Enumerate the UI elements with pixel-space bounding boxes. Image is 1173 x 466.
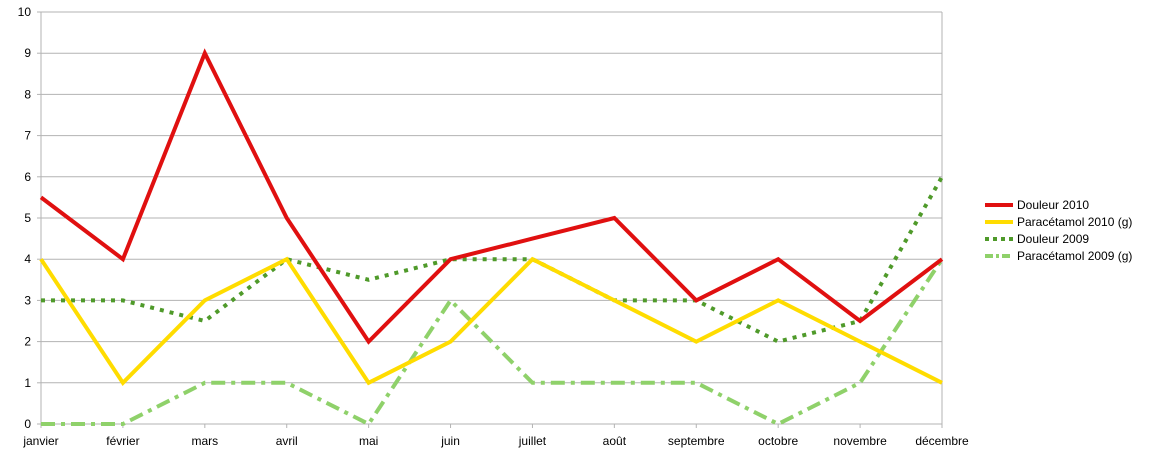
y-tick-label: 8 (24, 87, 31, 101)
x-tick-label: novembre (833, 434, 887, 448)
y-tick-labels: 0 1 2 3 4 5 6 7 8 9 10 (18, 5, 32, 431)
series-line (39, 48, 944, 345)
legend: Douleur 2010 Paracétamol 2010 (g) Douleur … (985, 198, 1132, 263)
y-tick-label: 4 (24, 252, 31, 266)
y-tick-label: 3 (24, 293, 31, 307)
x-tick-label: septembre (668, 434, 725, 448)
series-line (41, 175, 944, 344)
x-tick-label: août (603, 434, 627, 448)
y-tick-label: 9 (24, 46, 31, 60)
y-tick-label: 2 (24, 335, 31, 349)
y-tick-label: 1 (24, 376, 31, 390)
x-tick-label: mars (191, 434, 218, 448)
x-tick-label: octobre (758, 434, 798, 448)
y-tick-label: 10 (18, 5, 32, 19)
y-tick-label: 0 (24, 417, 31, 431)
x-tick-label: juin (440, 434, 460, 448)
x-tick-label: mai (359, 434, 378, 448)
legend-label: Douleur 2010 (1017, 198, 1089, 212)
legend-label: Paracétamol 2010 (g) (1017, 215, 1132, 229)
x-tick-label: février (106, 434, 139, 448)
x-tick-label: décembre (915, 434, 969, 448)
legend-label: Paracétamol 2009 (g) (1017, 249, 1132, 263)
x-tick-label: janvier (22, 434, 58, 448)
y-tick-label: 7 (24, 129, 31, 143)
x-tick-labels: janvier février mars avril mai juin juillet aoû… (22, 434, 969, 448)
gridlines (41, 11, 942, 425)
x-tick-label: juillet (518, 434, 547, 448)
y-tick-label: 6 (24, 170, 31, 184)
y-tick-label: 5 (24, 211, 31, 225)
series-line (41, 258, 944, 427)
x-tick-label: avril (276, 434, 298, 448)
series-line (39, 256, 943, 386)
series-lines (39, 48, 944, 427)
legend-label: Douleur 2009 (1017, 232, 1089, 246)
axes (37, 11, 943, 428)
